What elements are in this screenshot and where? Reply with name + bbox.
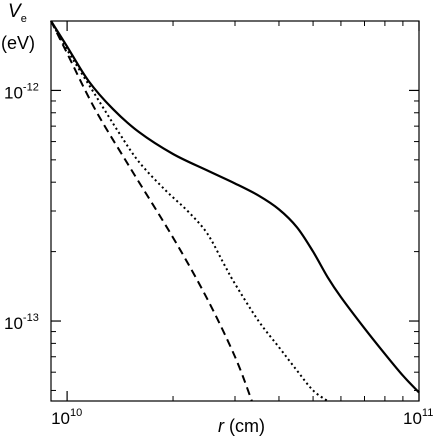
series-lines	[50, 20, 420, 402]
y-axis-unit: (eV)	[1, 33, 35, 53]
series-dotted-line	[50, 20, 329, 402]
x-tick-label: 1010	[51, 407, 82, 428]
y-axis-subscript: e	[21, 13, 27, 25]
y-ticks: 10-12 10-13	[4, 81, 419, 391]
series-dashed-line	[50, 20, 253, 402]
y-axis-label: Ve	[8, 1, 27, 25]
x-axis-symbol: r	[218, 416, 225, 436]
plot-frame	[50, 20, 420, 402]
x-axis-label: r (cm)	[218, 416, 265, 436]
x-tick-label: 1011	[403, 407, 433, 428]
y-axis-symbol: V	[8, 1, 23, 22]
x-ticks: 1010 1011	[51, 21, 433, 428]
y-tick-label: 10-12	[4, 81, 39, 102]
x-axis-unit: (cm)	[229, 416, 265, 436]
series-solid-line	[50, 20, 420, 394]
y-tick-label: 10-13	[4, 312, 39, 333]
